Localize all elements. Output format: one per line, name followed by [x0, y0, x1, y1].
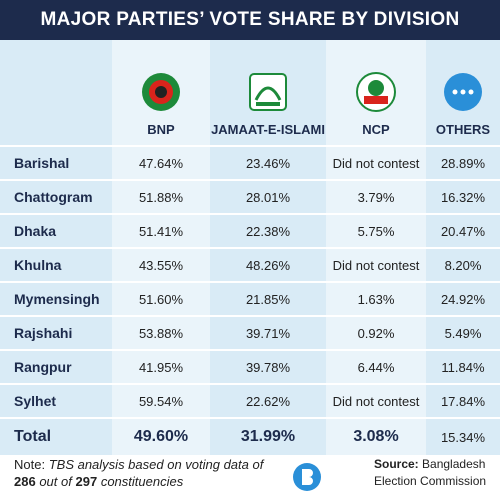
vote-share: Did not contest: [326, 146, 426, 181]
source: Source: Bangladesh Election Commission: [374, 456, 494, 490]
data-row: Rajshahi 53.88% 39.71% 0.92% 5.49%: [0, 316, 500, 351]
vote-share: 53.88%: [112, 316, 210, 351]
vote-share: 28.89%: [426, 146, 500, 181]
vote-share: 8.20%: [426, 248, 500, 283]
jamaat-logo: [249, 73, 287, 111]
vote-share: 22.62%: [210, 384, 326, 419]
vote-share: 51.41%: [112, 214, 210, 249]
column-header: NCP: [362, 122, 390, 137]
tbs-logo: [293, 463, 321, 491]
vote-share: Did not contest: [326, 384, 426, 419]
vote-share: 6.44%: [326, 350, 426, 385]
note: Note: TBS analysis based on voting data …: [14, 456, 264, 490]
vote-share: 41.95%: [112, 350, 210, 385]
vote-share: 1.63%: [326, 282, 426, 317]
note-number: 297: [75, 474, 98, 489]
division-name: Sylhet: [0, 384, 112, 419]
header-cell: NCP: [326, 40, 426, 147]
division-name: Mymensingh: [0, 282, 112, 317]
division-name: Rajshahi: [0, 316, 112, 351]
title: MAJOR PARTIES’ VOTE SHARE BY DIVISION: [0, 0, 500, 40]
vote-share: 48.26%: [210, 248, 326, 283]
data-row: Chattogram 51.88% 28.01% 3.79% 16.32%: [0, 180, 500, 215]
data-row: Mymensingh 51.60% 21.85% 1.63% 24.92%: [0, 282, 500, 317]
header-row: BNP JAMAAT-E-ISLAMI NCP OTHERS: [0, 40, 500, 147]
note-text: TBS analysis based on voting data of: [48, 457, 264, 472]
note-text: constituencies: [100, 474, 184, 489]
vote-share: 28.01%: [210, 180, 326, 215]
vote-share: 5.49%: [426, 316, 500, 351]
vote-share: 5.75%: [326, 214, 426, 249]
data-row: Sylhet 59.54% 22.62% Did not contest 17.84%: [0, 384, 500, 419]
vote-share: 47.64%: [112, 146, 210, 181]
column-header: JAMAAT-E-ISLAMI: [211, 122, 325, 137]
note-number: 286: [14, 474, 36, 489]
vote-share: 59.54%: [112, 384, 210, 419]
vote-share: 39.71%: [210, 316, 326, 351]
division-name: Khulna: [0, 248, 112, 283]
table-body: Barishal 47.64% 23.46% Did not contest 28.89…: [0, 146, 500, 457]
vote-share: 11.84%: [426, 350, 500, 385]
ncp-logo: [356, 72, 396, 112]
vote-share: 17.84%: [426, 384, 500, 419]
vote-share: 15.34%: [426, 418, 500, 457]
data-row: Khulna 43.55% 48.26% Did not contest 8.20%: [0, 248, 500, 283]
vote-share: 51.88%: [112, 180, 210, 215]
vote-table: BNP JAMAAT-E-ISLAMI NCP OTHERS Barishal 4…: [0, 40, 500, 457]
bnp-logo: [142, 73, 180, 111]
vote-share: 39.78%: [210, 350, 326, 385]
division-name: Total: [0, 418, 112, 457]
vote-share: 49.60%: [112, 418, 210, 457]
header-cell: JAMAAT-E-ISLAMI: [210, 40, 326, 147]
division-name: Dhaka: [0, 214, 112, 249]
footer: Note: TBS analysis based on voting data …: [0, 452, 500, 500]
vote-share: Did not contest: [326, 248, 426, 283]
vote-share: 3.08%: [326, 418, 426, 457]
division-name: Chattogram: [0, 180, 112, 215]
column-header: OTHERS: [435, 122, 491, 137]
vote-share: 3.79%: [326, 180, 426, 215]
others-logo: [444, 73, 482, 111]
column-header: BNP: [147, 122, 175, 137]
data-row: Dhaka 51.41% 22.38% 5.75% 20.47%: [0, 214, 500, 249]
note-text: out of: [39, 474, 72, 489]
total-row: Total 49.60% 31.99% 3.08% 15.34%: [0, 418, 500, 457]
division-name: Rangpur: [0, 350, 112, 385]
vote-share: 31.99%: [210, 418, 326, 457]
vote-share: 21.85%: [210, 282, 326, 317]
header-cell: [0, 40, 112, 147]
source-text: Bangladesh Election Commission: [374, 457, 487, 488]
header-cell: OTHERS: [426, 40, 500, 147]
vote-share: 22.38%: [210, 214, 326, 249]
vote-share: 16.32%: [426, 180, 500, 215]
note-label: Note:: [14, 457, 46, 472]
division-name: Barishal: [0, 146, 112, 181]
vote-share: 51.60%: [112, 282, 210, 317]
source-label: Source:: [374, 457, 419, 471]
vote-share: 24.92%: [426, 282, 500, 317]
data-row: Barishal 47.64% 23.46% Did not contest 28.89…: [0, 146, 500, 181]
vote-share: 43.55%: [112, 248, 210, 283]
header-cell: BNP: [112, 40, 210, 147]
vote-share: 20.47%: [426, 214, 500, 249]
vote-share: 0.92%: [326, 316, 426, 351]
data-row: Rangpur 41.95% 39.78% 6.44% 11.84%: [0, 350, 500, 385]
vote-share: 23.46%: [210, 146, 326, 181]
